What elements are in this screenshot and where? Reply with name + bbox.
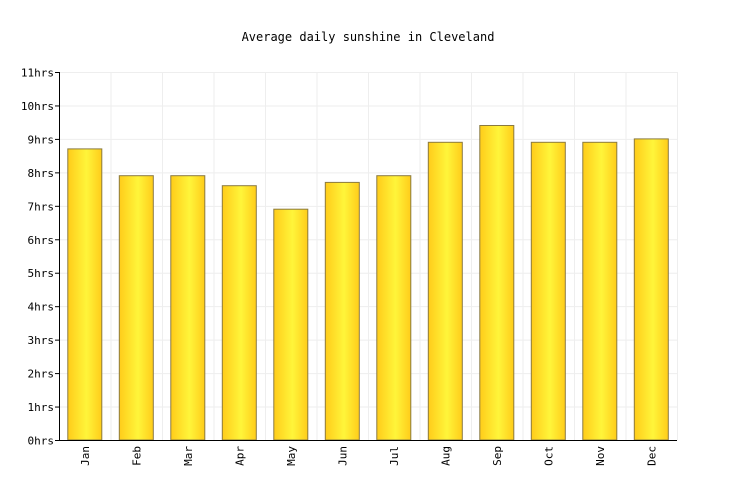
x-tick-label: Aug (439, 446, 452, 466)
x-tick-label: Dec (645, 446, 658, 466)
bar-apr (221, 185, 257, 441)
y-tick-label: 2hrs (28, 368, 55, 381)
bar-feb (118, 175, 154, 441)
bar-sep (479, 125, 515, 441)
bar-dec (633, 138, 669, 441)
bars (67, 125, 669, 441)
bar-oct (530, 141, 566, 441)
bar-aug (427, 141, 463, 441)
y-tick-label: 7hrs (28, 200, 55, 213)
y-tick-label: 11hrs (21, 67, 54, 80)
y-tick-label: 8hrs (28, 167, 55, 180)
grid-lines (59, 72, 678, 440)
x-tick-label: Nov (594, 446, 607, 466)
x-tick-label: May (285, 446, 298, 466)
chart-title: Average daily sunshine in Cleveland (242, 30, 495, 44)
y-tick-label: 9hrs (28, 133, 55, 146)
x-tick-label: Jan (79, 446, 92, 466)
y-tick-label: 4hrs (28, 301, 55, 314)
x-tick-label: Sep (491, 446, 504, 466)
y-tick-label: 10hrs (21, 100, 54, 113)
y-tick-label: 5hrs (28, 267, 55, 280)
x-tick-labels: Jan Feb Mar Apr May Jun Jul Aug Sep Oct Nov Dec (79, 446, 658, 466)
y-tick-labels: 0hrs 1hrs 2hrs 3hrs 4hrs 5hrs 6hrs 7hrs 8hrs 9hrs… (21, 67, 54, 448)
y-tick-label: 6hrs (28, 234, 55, 247)
x-tick-label: Oct (542, 446, 555, 466)
bar-jun (324, 181, 360, 441)
bar-jul (376, 175, 412, 441)
bar-mar (170, 175, 206, 441)
x-tick-label: Mar (182, 446, 195, 466)
axes (55, 72, 677, 441)
y-tick-label: 3hrs (28, 334, 55, 347)
y-tick-label: 1hrs (28, 401, 55, 414)
bar-jan (67, 148, 103, 441)
y-tick-label: 0hrs (28, 435, 55, 448)
bar-may (273, 208, 309, 441)
x-tick-label: Jun (336, 446, 349, 466)
x-tick-label: Apr (233, 446, 246, 466)
x-tick-label: Jul (388, 446, 401, 466)
bar-nov (582, 141, 618, 441)
x-tick-label: Feb (130, 446, 143, 466)
